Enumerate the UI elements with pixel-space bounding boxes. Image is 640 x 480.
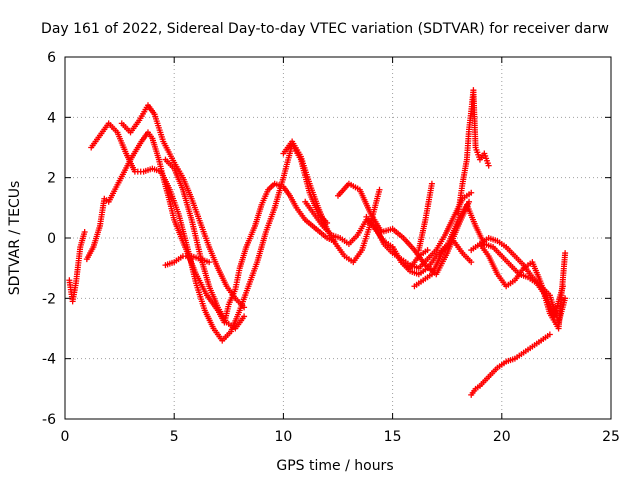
x-tick-label: 10 bbox=[274, 429, 292, 445]
y-tick-label: -6 bbox=[42, 412, 56, 428]
data-point bbox=[376, 186, 383, 193]
x-axis-title: GPS time / hours bbox=[276, 458, 393, 474]
y-tick-label: 0 bbox=[47, 231, 56, 247]
data-point bbox=[241, 304, 248, 311]
plot-frame bbox=[64, 56, 612, 420]
data-point bbox=[424, 247, 431, 254]
data-markers bbox=[66, 87, 569, 398]
y-tick-label: 4 bbox=[47, 110, 56, 126]
y-tick-labels: -6 -4 -2 0 2 4 6 bbox=[42, 50, 56, 428]
x-tick-label: 15 bbox=[384, 429, 402, 445]
x-tick-label: 0 bbox=[61, 429, 70, 445]
x-tick-labels: 0 5 10 15 20 25 bbox=[61, 429, 620, 445]
y-tick-label: -2 bbox=[42, 291, 56, 307]
y-tick-label: -4 bbox=[42, 352, 56, 368]
data-point bbox=[485, 162, 492, 169]
x-tick-label: 20 bbox=[493, 429, 511, 445]
y-tick-label: 2 bbox=[47, 171, 56, 187]
data-point bbox=[562, 250, 569, 257]
data-point bbox=[81, 228, 88, 235]
chart-title: Day 161 of 2022, Sidereal Day-to-day VTE… bbox=[41, 21, 609, 37]
x-tick-label: 25 bbox=[602, 429, 620, 445]
data-point bbox=[468, 259, 475, 266]
data-point bbox=[562, 295, 569, 302]
y-tick-label: 6 bbox=[47, 50, 56, 66]
data-point bbox=[428, 180, 435, 187]
x-tick-label: 5 bbox=[170, 429, 179, 445]
data-point bbox=[241, 313, 248, 320]
data-point bbox=[468, 189, 475, 196]
data-point bbox=[546, 331, 553, 338]
data-point bbox=[206, 259, 213, 266]
y-axis-title: SDTVAR / TECUs bbox=[7, 181, 23, 296]
data-point bbox=[466, 198, 473, 205]
